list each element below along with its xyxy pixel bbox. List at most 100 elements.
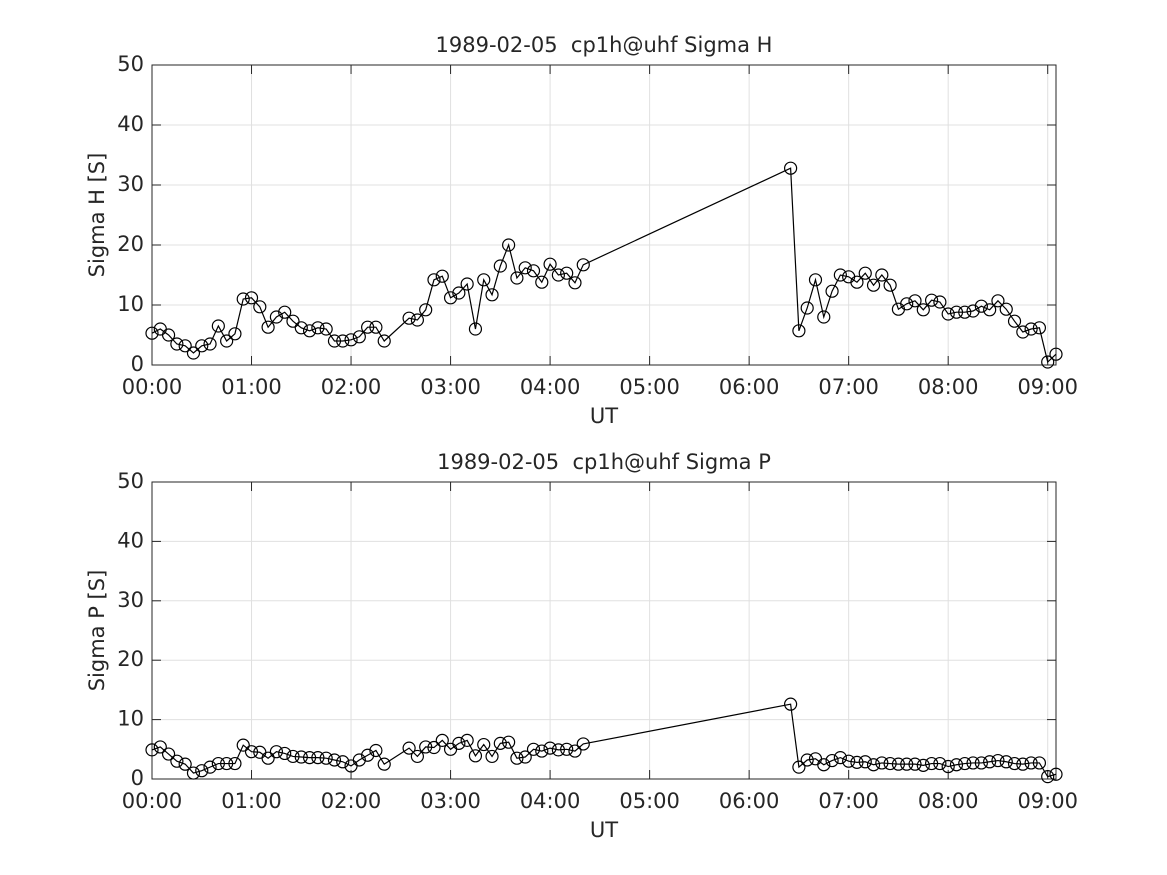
data-point: [817, 310, 831, 324]
y-tick-label: 0: [131, 766, 144, 790]
data-point: [319, 322, 333, 336]
data-point: [302, 751, 317, 765]
plot-area: [152, 65, 1056, 365]
data-point: [916, 303, 930, 317]
data-point: [900, 297, 914, 311]
data-point: [900, 757, 914, 771]
data-point: [560, 742, 574, 756]
data-point: [949, 305, 964, 319]
data-point: [468, 749, 483, 763]
data-point: [427, 273, 441, 287]
data-point: [228, 756, 242, 771]
data-point: [228, 327, 242, 341]
data-point: [485, 749, 499, 764]
data-point: [261, 751, 275, 765]
data-point: [253, 300, 267, 314]
data-point: [842, 754, 856, 768]
data-point: [502, 735, 516, 749]
x-tick-label: 05:00: [619, 789, 680, 813]
data-point: [161, 328, 176, 342]
data-line: [151, 703, 1057, 778]
data-point: [427, 740, 441, 755]
data-point: [1041, 770, 1055, 784]
x-tick-label: 09:00: [1017, 789, 1078, 813]
data-point: [269, 745, 284, 759]
data-point: [974, 756, 988, 770]
data-point: [269, 310, 284, 324]
axes-frame: [151, 64, 1057, 366]
y-tick-label: 30: [117, 172, 144, 196]
data-point: [933, 295, 947, 309]
data-point: [468, 322, 483, 336]
data-point: [825, 753, 839, 768]
data-point: [510, 751, 524, 765]
data-point: [866, 758, 881, 772]
x-axis-label: UT: [590, 404, 618, 428]
y-tick-label: 10: [117, 707, 144, 731]
data-point: [891, 757, 906, 771]
data-point: [858, 755, 872, 769]
data-point: [941, 759, 955, 774]
data-point: [419, 740, 433, 754]
data-point: [1032, 321, 1047, 335]
y-tick-label: 50: [117, 52, 144, 76]
data-point: [1007, 314, 1022, 328]
data-point: [875, 268, 889, 282]
data-point: [543, 257, 557, 271]
data-point: [800, 301, 814, 315]
data-point: [278, 305, 292, 319]
data-point: [178, 757, 192, 771]
y-axis-label: Sigma H [S]: [85, 153, 109, 278]
data-point: [999, 755, 1013, 769]
y-tick-label: 10: [117, 292, 144, 316]
y-tick-label: 20: [117, 232, 144, 256]
data-point: [510, 271, 524, 285]
data-point: [452, 736, 466, 750]
data-point: [294, 750, 308, 764]
data-point: [410, 749, 424, 764]
data-point: [336, 334, 350, 348]
data-point: [377, 757, 391, 771]
x-tick-label: 02:00: [321, 789, 382, 813]
data-point: [203, 760, 217, 774]
data-point: [974, 299, 988, 313]
data-point: [410, 313, 424, 327]
data-point: [1041, 355, 1055, 369]
data-point: [833, 751, 847, 765]
data-point: [244, 291, 259, 305]
data-point: [568, 744, 582, 758]
data-point: [949, 758, 964, 772]
data-point: [1049, 767, 1063, 781]
data-point: [958, 756, 972, 771]
chart-title: 1989-02-05 cp1h@uhf Sigma P: [437, 450, 771, 474]
data-point: [145, 743, 159, 757]
data-point: [220, 334, 234, 348]
data-point: [153, 740, 167, 754]
data-point: [352, 753, 366, 767]
data-point: [983, 303, 997, 317]
data-point: [941, 307, 955, 321]
axes-frame: [151, 481, 1057, 780]
data-point: [1024, 756, 1038, 770]
data-point: [236, 292, 250, 306]
x-tick-label: 04:00: [520, 375, 581, 399]
data-point: [286, 314, 300, 328]
x-tick-label: 02:00: [321, 375, 382, 399]
data-point: [792, 324, 806, 338]
data-point: [327, 334, 342, 348]
data-point: [883, 278, 897, 292]
data-point: [460, 733, 474, 747]
data-point: [999, 302, 1013, 316]
data-point: [551, 743, 565, 757]
data-point: [916, 758, 930, 772]
data-point: [361, 320, 375, 334]
data-point: [178, 339, 192, 353]
data-point: [369, 743, 383, 758]
data-point: [850, 755, 864, 769]
data-point: [850, 275, 864, 289]
data-point: [784, 161, 798, 175]
data-point: [220, 756, 234, 771]
data-point: [883, 756, 897, 771]
data-point: [551, 268, 565, 282]
data-point: [991, 753, 1005, 768]
